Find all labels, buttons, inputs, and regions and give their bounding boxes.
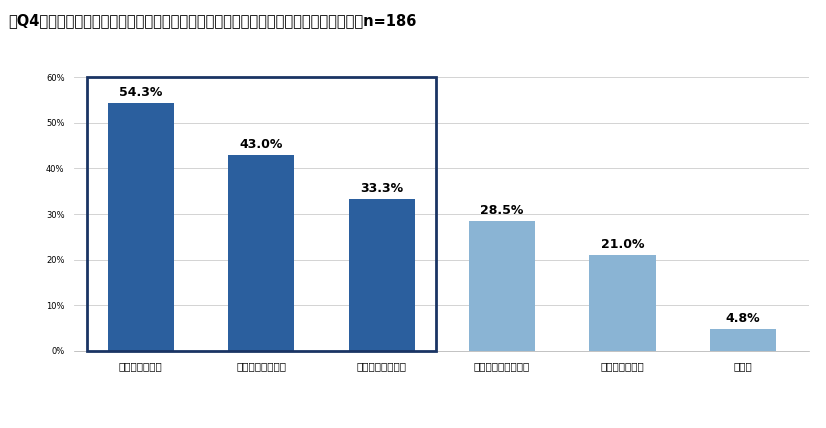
Bar	[710, 329, 776, 351]
Bar	[228, 155, 294, 351]
Text: 28.5%: 28.5%	[481, 204, 524, 217]
Bar	[590, 255, 656, 351]
Text: 【Q4】仕事に関する悩みとしてあてはまるものをすべてお選びください。（複数回答）n=186: 【Q4】仕事に関する悩みとしてあてはまるものをすべてお選びください。（複数回答）…	[8, 13, 416, 28]
Bar	[349, 199, 415, 351]
Text: 33.3%: 33.3%	[360, 182, 403, 195]
Text: 54.3%: 54.3%	[119, 86, 163, 99]
Bar	[107, 103, 174, 351]
Text: 4.8%: 4.8%	[725, 312, 760, 325]
Text: 21.0%: 21.0%	[601, 238, 644, 251]
Bar	[87, 77, 436, 351]
Text: 43.0%: 43.0%	[240, 138, 283, 151]
Bar	[469, 221, 535, 351]
